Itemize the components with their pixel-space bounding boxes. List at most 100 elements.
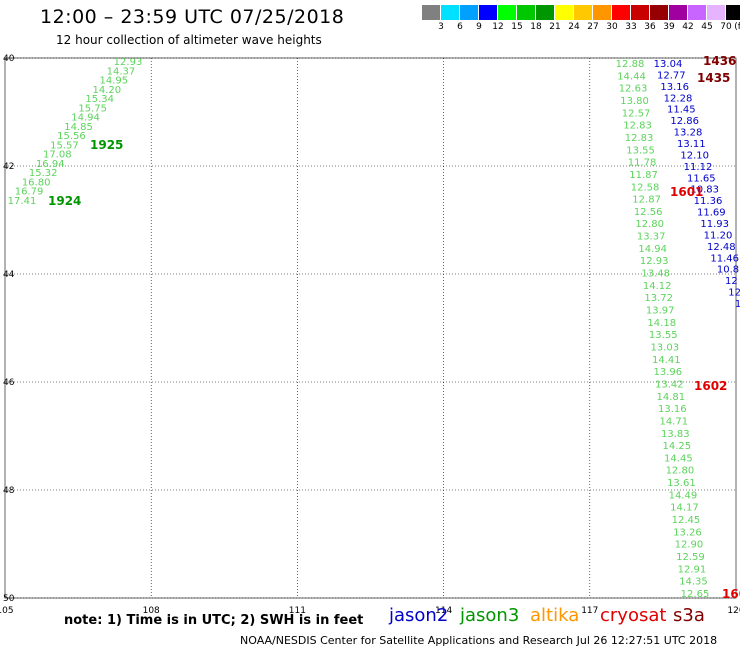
- swh-value: 12: [725, 276, 738, 287]
- colorbar-unit: (ft): [734, 22, 740, 32]
- colorbar-swatch: [479, 5, 497, 20]
- colorbar-swatch: [631, 5, 649, 20]
- swh-value: 12.63: [619, 84, 648, 95]
- time-label: 1924: [48, 194, 81, 208]
- swh-value: 16.94: [36, 159, 65, 170]
- colorbar-label: 21: [549, 22, 561, 32]
- colorbar-swatch: [422, 5, 440, 20]
- swh-value: 10.8: [717, 265, 739, 276]
- swh-value: 14.17: [670, 503, 699, 514]
- swh-value: 12.88: [616, 59, 645, 70]
- swh-value: 12.28: [664, 93, 693, 104]
- time-label: 1602: [694, 379, 727, 393]
- lat-label: 48: [3, 486, 15, 496]
- swh-value: 13.96: [653, 367, 682, 378]
- colorbar-label: 3: [438, 22, 444, 32]
- swh-value: 14.12: [643, 281, 672, 292]
- swh-value: 13.04: [654, 59, 683, 70]
- lon-label: 105: [0, 606, 14, 616]
- swh-value: 14.44: [617, 71, 646, 82]
- swh-value: 14.85: [64, 122, 93, 133]
- swh-value: 12.57: [622, 108, 651, 119]
- mission-cryosat: cryosat: [600, 605, 667, 626]
- swh-value: 12.59: [676, 552, 705, 563]
- swh-value: 12.77: [657, 70, 686, 81]
- swh-value: 12.93: [640, 256, 669, 267]
- lon-label: 114: [435, 606, 452, 616]
- swh-value: 15.32: [29, 168, 58, 179]
- swh-value: 14.20: [92, 85, 121, 96]
- swh-value: 13.55: [626, 145, 655, 156]
- time-label: 1925: [90, 138, 123, 152]
- lon-label: 111: [289, 606, 306, 616]
- swh-value: 14.94: [638, 244, 667, 255]
- swh-value: 12.80: [635, 219, 664, 230]
- swh-value: 12.56: [634, 207, 663, 218]
- swh-value: 12.83: [625, 133, 654, 144]
- swh-value: 12.91: [678, 564, 707, 575]
- swh-value: 12.86: [670, 116, 699, 127]
- mission-jason3: jason3: [460, 605, 520, 626]
- colorbar-swatch: [726, 5, 740, 20]
- colorbar-swatch: [612, 5, 630, 20]
- colorbar-swatch: [707, 5, 725, 20]
- swh-value: 14.81: [656, 392, 685, 403]
- swh-value: 11.20: [704, 230, 733, 241]
- swh-value: 17.41: [8, 196, 37, 207]
- swh-value: 13.37: [637, 232, 666, 243]
- swh-value: 12.80: [666, 466, 695, 477]
- swh-value: 11.69: [697, 208, 726, 219]
- swh-value: 12: [728, 288, 740, 299]
- swh-value: 12.45: [672, 515, 701, 526]
- lat-label: 44: [3, 270, 15, 280]
- swh-value: 11.12: [684, 162, 713, 173]
- swh-value: 14.37: [107, 66, 136, 77]
- map-frame: [4, 57, 737, 599]
- colorbar-label: 6: [457, 22, 463, 32]
- time-label: 1601: [670, 185, 703, 199]
- lat-label: 46: [3, 378, 15, 388]
- swh-value: 12.10: [680, 150, 709, 161]
- swh-value: 17.08: [43, 150, 72, 161]
- note-text: note: 1) Time is in UTC; 2) SWH is in fe…: [64, 613, 364, 628]
- swh-value: 11.87: [629, 170, 658, 181]
- swh-value: 13.61: [667, 478, 696, 489]
- swh-value: 13.26: [673, 527, 702, 538]
- time-label: 1436: [703, 54, 736, 68]
- swh-value: 12.93: [114, 57, 143, 68]
- colorbar-swatch: [536, 5, 554, 20]
- colorbar-swatch: [574, 5, 592, 20]
- colorbar-label: 33: [625, 22, 637, 32]
- colorbar-swatch: [498, 5, 516, 20]
- swh-value: 14.94: [71, 113, 100, 124]
- swh-value: 13.83: [661, 429, 690, 440]
- swh-value: 14.45: [664, 453, 693, 464]
- colorbar-label: 18: [530, 22, 542, 32]
- swh-value: 1: [735, 299, 740, 310]
- colorbar-swatch: [517, 5, 535, 20]
- swh-value: 13.11: [677, 139, 706, 150]
- swh-value: 14.35: [679, 577, 708, 588]
- colorbar-swatch: [688, 5, 706, 20]
- colorbar-label: 30: [606, 22, 618, 32]
- swh-value: 14.41: [652, 355, 681, 366]
- colorbar-label: 39: [663, 22, 675, 32]
- swh-value: 15.57: [50, 140, 79, 151]
- swh-value: 14.18: [647, 318, 676, 329]
- colorbar-swatch: [460, 5, 478, 20]
- colorbar-label: 15: [511, 22, 523, 32]
- lon-label: 108: [143, 606, 160, 616]
- lat-label: 50: [3, 594, 15, 604]
- swh-value: 14.25: [663, 441, 692, 452]
- swh-value: 13.42: [655, 379, 684, 390]
- swh-value: 14.95: [100, 76, 129, 87]
- colorbar-label: 24: [568, 22, 580, 32]
- swh-value: 13.16: [660, 82, 689, 93]
- colorbar-label: 36: [644, 22, 656, 32]
- swh-value: 15.34: [85, 94, 114, 105]
- swh-value: 12.87: [632, 195, 661, 206]
- colorbar-swatch: [650, 5, 668, 20]
- swh-value: 13.97: [646, 306, 675, 317]
